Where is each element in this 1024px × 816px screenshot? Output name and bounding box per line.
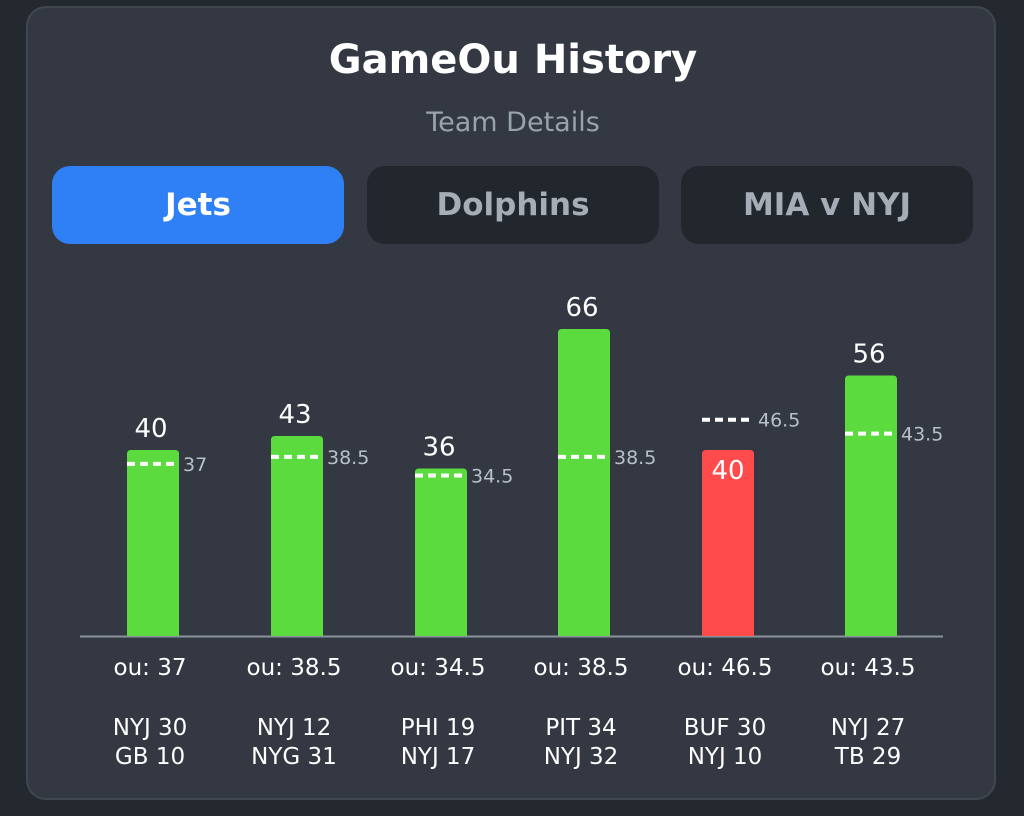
category-score-line-2: NYJ 17 [401, 744, 476, 770]
category-ou-label: ou: 46.5 [678, 655, 773, 681]
category-score-line-2: NYG 31 [251, 744, 337, 770]
bar-total-label: 43 [278, 400, 311, 430]
bar [127, 449, 179, 636]
bar-total-label: 40 [134, 414, 167, 444]
category-ou-label: ou: 37 [114, 655, 187, 681]
category-score-line-2: NYJ 32 [544, 744, 619, 770]
category-score-line-2: NYJ 10 [688, 744, 763, 770]
ou-history-card: GameOu History Team Details Jets Dolphin… [26, 6, 996, 800]
bar-total-label: 36 [422, 433, 455, 463]
ou-line-label: 34.5 [471, 466, 513, 488]
ou-line-label: 38.5 [614, 447, 656, 469]
category-score-line-1: NYJ 27 [831, 715, 906, 741]
tab-dolphins[interactable]: Dolphins [367, 166, 659, 244]
tab-jets[interactable]: Jets [52, 166, 344, 244]
ou-line-label: 43.5 [901, 424, 943, 446]
card-title: GameOu History [328, 37, 698, 83]
ou-line-label: 46.5 [758, 410, 800, 432]
ou-line-label: 37 [183, 454, 207, 476]
category-score-line-1: NYJ 30 [113, 715, 188, 741]
tab-mia-v-nyj[interactable]: MIA v NYJ [681, 166, 973, 244]
category-score-line-1: NYJ 12 [257, 715, 332, 741]
bar-total-label: 66 [565, 293, 598, 323]
bar [271, 435, 323, 636]
category-score-line-2: GB 10 [115, 744, 185, 770]
bar [845, 375, 897, 636]
bar [702, 449, 754, 636]
bar-total-label: 40 [711, 456, 744, 486]
category-score-line-1: PIT 34 [545, 715, 616, 741]
ou-line-label: 38.5 [327, 447, 369, 469]
bar [415, 468, 467, 636]
category-ou-label: ou: 43.5 [821, 655, 916, 681]
category-ou-label: ou: 38.5 [534, 655, 629, 681]
category-ou-label: ou: 34.5 [391, 655, 486, 681]
category-score-line-1: PHI 19 [401, 715, 476, 741]
bar [558, 329, 610, 636]
category-ou-label: ou: 38.5 [247, 655, 342, 681]
card-subtitle: Team Details [426, 107, 600, 138]
category-score-line-2: TB 29 [834, 744, 901, 770]
bar-total-label: 56 [852, 340, 885, 370]
category-score-line-1: BUF 30 [684, 715, 766, 741]
